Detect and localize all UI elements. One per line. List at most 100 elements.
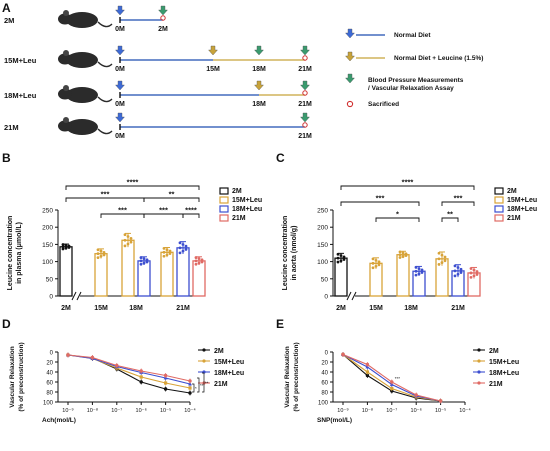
- ach-relaxation-line-chart: 0 20 40 60 80 100 10⁻⁹ 10⁻⁸ 10⁻⁷ 10⁻⁶ 10⁻⁵ 10⁻⁴ Ach(…: [9, 342, 244, 424]
- timeline-tick-label: 18M: [252, 66, 266, 73]
- data-point: [341, 352, 345, 357]
- yellow-arrow-icon: [254, 80, 264, 91]
- data-point: [377, 260, 381, 264]
- data-point: [371, 266, 375, 270]
- data-point: [440, 253, 444, 257]
- y-tick-label: 80: [321, 391, 328, 397]
- y-tick-label: 60: [46, 381, 53, 387]
- panel-label-d: D: [2, 317, 11, 331]
- y-tick-label: 100: [42, 259, 53, 266]
- panel-label-b: B: [2, 151, 11, 165]
- legend-text: Blood Pressure Measurements: [368, 77, 464, 84]
- data-point: [440, 261, 444, 264]
- data-point: [139, 256, 143, 259]
- green-arrow-icon: [300, 80, 310, 91]
- mouse-tail: [97, 61, 113, 68]
- mouse-ear: [63, 85, 69, 91]
- data-point: [194, 262, 198, 266]
- legend-label: 18M+Leu: [489, 370, 519, 377]
- data-point: [194, 256, 198, 259]
- mouse-body: [66, 52, 98, 68]
- data-point: [414, 269, 418, 273]
- x-tick-label: 10⁻⁸: [87, 407, 98, 414]
- red-circle-icon: [160, 15, 166, 21]
- series-line: [67, 354, 191, 382]
- data-point: [377, 263, 381, 267]
- data-point: [90, 355, 95, 360]
- yellow-arrow-icon: [345, 51, 355, 62]
- data-point: [142, 257, 146, 261]
- y-tick-label: 0: [50, 351, 54, 357]
- data-point: [188, 386, 192, 390]
- x-tick-label: 10⁻⁵: [435, 407, 446, 414]
- x-tick-label: 15M: [369, 305, 383, 312]
- data-point: [336, 252, 340, 256]
- mouse-icon: [58, 85, 113, 103]
- x-tick-label: 10⁻⁷: [386, 407, 397, 414]
- data-point: [371, 257, 375, 261]
- y-tick-label: 40: [321, 371, 328, 377]
- y-tick-label: 200: [317, 225, 328, 232]
- data-point: [414, 393, 418, 397]
- data-point: [181, 243, 185, 246]
- bar: [59, 246, 73, 297]
- legend-swatch: [219, 205, 229, 213]
- mouse-body: [66, 87, 98, 103]
- red-circle-icon: [302, 122, 308, 128]
- panel-label-c: C: [276, 151, 285, 165]
- legend-label: 21M: [507, 215, 521, 222]
- significance-bracket: [143, 213, 184, 218]
- plasma-leucine-bar-chart: 0 50 100 150 200 250 Leucine concentration in p…: [7, 178, 262, 313]
- mouse-icon: [58, 10, 113, 28]
- y-tick-label: 0: [49, 294, 53, 301]
- timeline-tick-label: 21M: [298, 66, 312, 73]
- data-point: [365, 373, 370, 378]
- x-tick-label: 10⁻⁴: [459, 407, 471, 414]
- significance-label: **: [169, 190, 175, 199]
- x-tick-label: 2M: [61, 305, 71, 312]
- data-point: [123, 233, 127, 237]
- significance-label: **: [447, 210, 453, 219]
- data-point: [443, 259, 447, 263]
- green-arrow-icon: [300, 112, 310, 123]
- x-axis-label: Ach(mol/L): [42, 417, 76, 424]
- data-point: [398, 256, 402, 259]
- significance-label: ***: [159, 206, 168, 215]
- data-point: [401, 255, 405, 258]
- legend-swatch: [494, 205, 504, 213]
- data-point: [414, 273, 418, 277]
- data-point: [66, 353, 70, 357]
- data-point: [184, 248, 188, 251]
- timeline-row-label: 21M: [4, 123, 19, 132]
- data-point: [469, 267, 473, 270]
- y-tick-label: 0: [324, 294, 328, 301]
- y-tick-label: 0: [325, 351, 329, 357]
- data-point: [67, 244, 71, 248]
- data-point: [417, 272, 421, 276]
- y-tick-label: 50: [321, 276, 329, 283]
- data-point: [142, 261, 146, 265]
- mouse-icon: [58, 117, 113, 135]
- data-point: [139, 259, 143, 263]
- x-tick-label: 10⁻⁵: [160, 407, 171, 414]
- legend-marker: [477, 348, 481, 352]
- data-point: [398, 250, 402, 254]
- y-tick-label: 250: [317, 208, 328, 215]
- legend-text: Normal Diet: [394, 32, 431, 39]
- data-point: [99, 249, 103, 253]
- significance-label: ****: [402, 178, 414, 187]
- data-point: [456, 272, 460, 276]
- data-point: [469, 276, 473, 279]
- legend-swatch: [219, 214, 229, 222]
- data-point: [437, 257, 441, 261]
- data-point: [404, 252, 408, 256]
- legend-text: Normal Diet + Leucine (1.5%): [394, 55, 483, 62]
- x-tick-label: 18M: [404, 305, 418, 312]
- y-axis-label: in aorta (nmol/g): [291, 226, 298, 281]
- timeline-tick-label: 0M: [115, 101, 125, 108]
- significance-bracket: [202, 372, 205, 393]
- data-point: [145, 258, 149, 262]
- timeline-tick-label: 0M: [115, 66, 125, 73]
- data-point: [417, 267, 421, 271]
- data-point: [453, 269, 457, 273]
